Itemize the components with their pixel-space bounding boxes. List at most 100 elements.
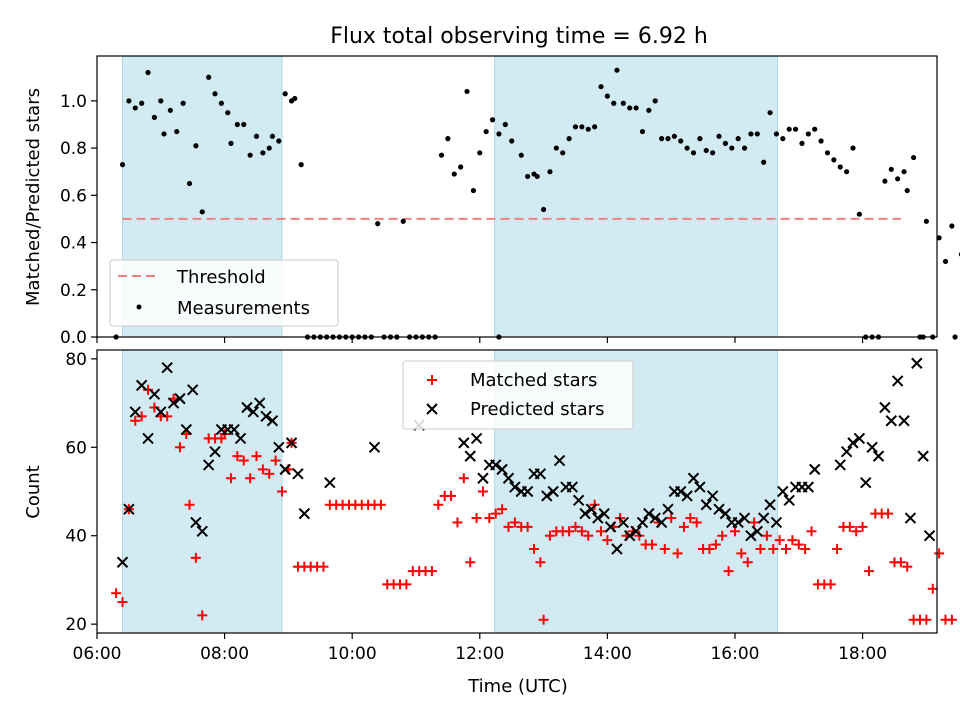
predicted-star-point — [190, 516, 202, 529]
predicted-star-point — [273, 441, 285, 453]
bottom-band-0 — [122, 349, 283, 634]
predicted-star-point — [180, 423, 193, 436]
matched-star-point — [717, 530, 728, 541]
measurement-point — [585, 126, 591, 132]
matched-star-point — [736, 548, 747, 559]
matched-star-point — [895, 557, 906, 568]
matched-star-point — [659, 543, 670, 554]
predicted-star-point — [713, 503, 725, 515]
measurement-point — [697, 136, 703, 142]
matched-star-point — [729, 526, 740, 537]
matched-star-point — [691, 517, 702, 528]
measurement-point — [206, 74, 212, 80]
matched-star-point — [800, 543, 811, 554]
measurement-point — [604, 93, 610, 99]
predicted-star-point — [458, 437, 470, 449]
x-tick-label: 08:00 — [200, 644, 249, 664]
measurement-point — [579, 124, 585, 130]
predicted-star-point — [167, 397, 180, 409]
matched-star-point — [672, 548, 683, 559]
legend-predicted-marker — [426, 403, 438, 415]
matched-star-point — [685, 513, 696, 524]
measurement-point — [665, 136, 671, 142]
bottom-y-axis-label: Count — [23, 465, 44, 518]
predicted-star-point — [885, 415, 897, 427]
measurement-point — [518, 152, 524, 158]
predicted-star-point — [196, 525, 208, 538]
measurement-point — [767, 110, 773, 116]
predicted-star-point — [496, 463, 508, 476]
measurement-point — [678, 138, 684, 144]
measurement-point — [534, 173, 540, 180]
predicted-star-point — [853, 432, 866, 445]
measurement-point — [269, 133, 276, 139]
measurement-point — [400, 218, 406, 224]
predicted-star-point — [872, 450, 885, 462]
predicted-star-point — [541, 490, 553, 502]
matched-star-point — [535, 557, 546, 568]
measurement-point — [716, 133, 722, 139]
measurement-point — [780, 136, 786, 142]
predicted-star-point — [228, 423, 240, 436]
predicted-star-point — [241, 401, 253, 414]
measurement-point — [228, 140, 234, 146]
measurement-point — [735, 136, 741, 142]
predicted-star-point — [770, 516, 783, 529]
measurement-point — [911, 154, 917, 161]
predicted-star-point — [834, 459, 846, 471]
bottom-y-ticks: 20 40 60 80 — [65, 350, 97, 635]
matched-star-point — [232, 451, 243, 462]
matched-star-point — [497, 504, 508, 515]
matched-star-point — [844, 521, 855, 532]
matched-star-point — [723, 566, 734, 577]
predicted-star-point — [202, 459, 215, 471]
matched-star-point — [768, 543, 779, 554]
matched-star-point — [503, 521, 514, 532]
matched-star-point — [755, 543, 766, 554]
measurement-point — [729, 145, 735, 151]
measurement-point — [659, 136, 665, 142]
predicted-star-point — [866, 441, 878, 453]
predicted-star-point — [706, 490, 719, 502]
matched-star-point — [742, 557, 753, 568]
measurement-point — [805, 131, 811, 137]
predicted-star-point — [174, 392, 186, 405]
matched-star-point — [238, 455, 249, 466]
predicted-star-point — [477, 472, 489, 484]
measurement-point — [174, 128, 180, 135]
predicted-star-point — [592, 512, 604, 524]
legend-measurements-swatch — [136, 304, 142, 310]
measurement-point — [639, 128, 646, 135]
measurement-point — [831, 157, 837, 163]
matched-star-point — [490, 508, 501, 519]
matched-star-point — [774, 535, 785, 546]
matched-star-point — [190, 552, 201, 563]
predicted-star-point — [464, 450, 476, 462]
predicted-star-point — [285, 437, 298, 449]
measurement-point — [241, 121, 247, 128]
matched-star-point — [465, 557, 476, 568]
predicted-star-point — [611, 543, 623, 555]
bottom-y-tick-label: 20 — [65, 615, 87, 635]
measurement-points — [113, 67, 960, 340]
measurement-point — [850, 145, 856, 151]
matched-star-point — [446, 490, 457, 501]
bottom-legend-frame — [402, 360, 634, 430]
predicted-star-point — [155, 406, 167, 418]
matched-star-point — [538, 614, 549, 625]
measurement-point — [949, 223, 955, 229]
matched-star-point — [781, 543, 792, 554]
measurement-point — [298, 162, 304, 168]
predicted-star-point — [662, 503, 674, 515]
measurement-point — [690, 150, 697, 156]
top-x-ticks — [96, 337, 864, 343]
predicted-star-point — [553, 454, 566, 467]
measurement-point — [837, 164, 843, 170]
measurement-point — [792, 126, 799, 132]
predicted-star-point — [123, 503, 135, 515]
predicted-star-point — [917, 450, 929, 462]
measurement-point — [186, 180, 193, 187]
measurement-point — [646, 107, 652, 113]
x-tick-label: 10:00 — [328, 644, 377, 664]
matched-star-point — [825, 579, 836, 590]
